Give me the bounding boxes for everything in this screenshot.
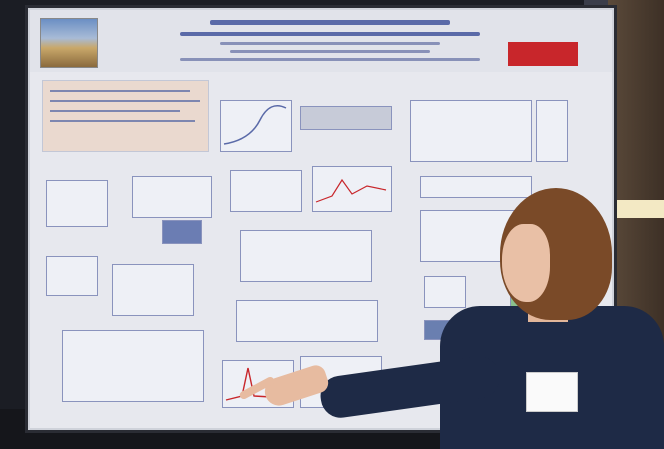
poster-affiliations [220,42,440,45]
poster-title [210,20,450,25]
university-building-icon [40,18,98,68]
schematic-figure [410,100,532,162]
text-line [50,120,195,122]
poster-affiliations-2 [230,50,430,53]
sidebar-notes [536,100,568,162]
red-institution-logo-icon [508,42,578,66]
crystal-row-figure [420,176,532,198]
presenter-face [502,224,550,302]
poster-column-left [42,80,212,420]
molecule-figure [46,180,108,227]
name-badge [526,372,578,412]
poster-header [30,10,612,72]
spectrum-curve [315,178,387,203]
abstract-box [42,80,209,152]
diffraction-plot [240,230,372,282]
line-plot-curve [223,105,287,145]
photo-figure [162,220,202,244]
text-line [50,100,200,102]
plot-figure-2 [62,330,204,402]
light-strip [604,200,664,218]
text-line [50,90,190,92]
plot-figure [112,264,194,316]
spectrum-plot [230,170,302,212]
poster-authors [180,32,480,36]
table-figure [236,300,378,342]
microscopy-strip [300,106,392,130]
poster-affiliations-3 [180,58,480,61]
presenter [238,188,664,449]
spectrum-figure [132,176,212,218]
structure-figure [46,256,98,296]
molecule-model [424,276,466,308]
text-line [50,110,180,112]
